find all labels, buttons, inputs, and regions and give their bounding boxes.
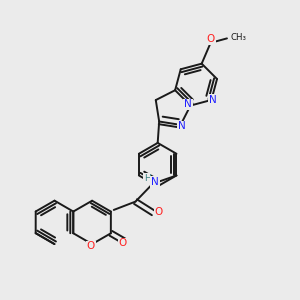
Text: O: O	[86, 242, 95, 251]
Text: N: N	[209, 95, 217, 105]
Text: O: O	[118, 238, 127, 248]
Text: N: N	[151, 177, 159, 187]
Text: O: O	[206, 34, 215, 44]
Text: N: N	[178, 122, 186, 131]
Text: N: N	[184, 99, 192, 110]
Text: CH₃: CH₃	[230, 33, 247, 42]
Text: O: O	[154, 207, 163, 217]
Text: H: H	[144, 174, 151, 183]
